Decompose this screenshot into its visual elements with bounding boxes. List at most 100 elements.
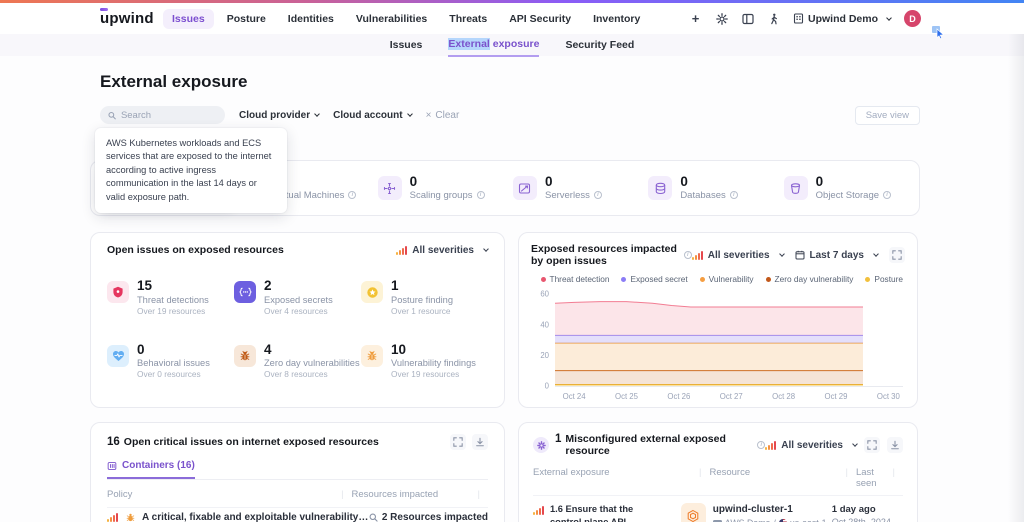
legend-item[interactable]: Zero day vulnerability bbox=[765, 274, 853, 284]
cloud-account-filter[interactable]: Cloud account bbox=[333, 110, 413, 121]
misconfig-row[interactable]: 1.6 Ensure that the control plane API en… bbox=[533, 496, 903, 522]
stat-behavioral-issues[interactable]: 0 Behavioral issues Over 0 resources bbox=[107, 342, 234, 381]
top-navigation-bar: uupwindpwind Issues Posture Identities V… bbox=[0, 3, 1024, 34]
legend-dot bbox=[765, 276, 771, 282]
expand-icon[interactable] bbox=[864, 437, 880, 453]
org-name: Upwind Demo bbox=[808, 12, 878, 25]
x-axis-tick: Oct 25 bbox=[615, 392, 639, 401]
stat-threat-detections[interactable]: 15 Threat detections Over 19 resources bbox=[107, 278, 234, 317]
stacked-area-chart[interactable]: 0 20 40 60 Oct 24 Oct 25 Oct 26 Oct 27 Oct 28 Oct… bbox=[531, 286, 909, 408]
add-icon[interactable]: + bbox=[691, 11, 700, 26]
posture-flower-icon bbox=[533, 437, 549, 453]
card-scaling-groups[interactable]: 0 Scaling groups i bbox=[370, 167, 505, 209]
nav-item-api-security[interactable]: API Security bbox=[509, 12, 572, 25]
filter-bar: Cloud provider Cloud account ×Clear bbox=[100, 106, 459, 124]
time-range-dropdown[interactable]: Last 7 days bbox=[795, 250, 879, 261]
severity-bars-icon bbox=[107, 513, 118, 522]
legend-item[interactable]: Threat detection bbox=[540, 274, 609, 284]
user-avatar[interactable]: D bbox=[904, 10, 921, 27]
card-databases[interactable]: 0 Databases i bbox=[640, 167, 775, 209]
save-view-button[interactable]: Save view bbox=[854, 106, 920, 125]
severity-filter-dropdown[interactable]: All severities bbox=[396, 245, 489, 256]
object-storage-count: 0 bbox=[815, 174, 824, 190]
legend-dot bbox=[621, 276, 627, 282]
download-icon[interactable] bbox=[472, 434, 488, 450]
x-axis-tick: Oct 28 bbox=[772, 392, 795, 401]
area-series-zero-day-vulnerability bbox=[555, 370, 863, 385]
resource-type-tabs: Containers (16) bbox=[107, 460, 488, 480]
chevron-down-icon bbox=[886, 14, 892, 21]
col-resource[interactable]: Resource bbox=[709, 467, 751, 478]
info-icon[interactable]: i bbox=[757, 441, 766, 449]
serverless-count: 0 bbox=[544, 174, 553, 190]
subnav-item-security-feed[interactable]: Security Feed bbox=[565, 38, 635, 51]
nav-item-vulnerabilities[interactable]: Vulnerabilities bbox=[355, 12, 428, 25]
severity-bars-icon bbox=[396, 245, 408, 255]
card-object-storage[interactable]: 0 Object Storage i bbox=[776, 167, 911, 209]
col-last-seen[interactable]: Last seen bbox=[855, 467, 877, 489]
calendar-icon bbox=[795, 250, 805, 260]
severity-bars-icon bbox=[533, 506, 544, 515]
active-tab-suffix: exposure bbox=[492, 37, 540, 50]
legend-item[interactable]: Vulnerability bbox=[699, 274, 754, 284]
databases-count: 0 bbox=[680, 174, 688, 190]
nav-item-issues[interactable]: Issues bbox=[163, 8, 214, 29]
info-icon[interactable]: i bbox=[683, 251, 692, 259]
search-input[interactable] bbox=[120, 109, 217, 121]
gear-icon[interactable] bbox=[715, 12, 728, 25]
clear-filters-button[interactable]: × Clear bbox=[425, 109, 460, 121]
nav-item-inventory[interactable]: Inventory bbox=[593, 12, 641, 25]
resource-name[interactable]: upwind-cluster-1 bbox=[712, 504, 793, 515]
last-seen-absolute: Oct 28th, 2024 20:02 bbox=[832, 516, 903, 522]
card-serverless[interactable]: 0 Serverless i bbox=[505, 167, 640, 209]
side-panel-icon[interactable] bbox=[741, 12, 754, 25]
tab-containers[interactable]: Containers (16) bbox=[107, 460, 195, 479]
walking-person-icon[interactable] bbox=[767, 12, 780, 25]
expand-icon[interactable] bbox=[450, 434, 466, 450]
info-icon[interactable]: i bbox=[593, 191, 602, 200]
org-switcher[interactable]: Upwind Demo bbox=[793, 12, 892, 25]
bug-icon bbox=[125, 512, 136, 522]
expand-icon[interactable] bbox=[889, 247, 905, 263]
bug-icon bbox=[234, 344, 256, 367]
y-axis-tick: 20 bbox=[540, 351, 549, 360]
nav-item-threats[interactable]: Threats bbox=[449, 12, 488, 25]
x-axis-tick: Oct 24 bbox=[563, 392, 587, 401]
chart-severity-filter[interactable]: All severities bbox=[691, 250, 785, 261]
subnav-item-issues[interactable]: Issues bbox=[389, 38, 423, 51]
severity-bars-icon bbox=[691, 250, 703, 260]
line-series-threat-detection bbox=[554, 301, 863, 308]
misconfig-severity-filter[interactable]: All severities bbox=[765, 440, 858, 451]
cloud-provider-filter[interactable]: Cloud provider bbox=[239, 110, 320, 121]
col-resources-impacted[interactable]: Resources impacted bbox=[351, 489, 439, 500]
upwind-logo[interactable]: uupwindpwind bbox=[100, 10, 154, 27]
legend-item[interactable]: Exposed secret bbox=[621, 274, 688, 284]
object-storage-label: Object Storage bbox=[815, 189, 880, 201]
stat-zero-day[interactable]: 4 Zero day vulnerabilities Over 8 resource… bbox=[234, 342, 361, 381]
topbar-actions: + Upwind Demo D bbox=[689, 10, 921, 27]
stat-posture-finding[interactable]: 1 Posture finding Over 1 resource bbox=[361, 278, 488, 317]
critical-issue-row[interactable]: A critical, fixable and exploitable vuln… bbox=[107, 507, 488, 522]
nav-item-posture[interactable]: Posture bbox=[226, 12, 266, 25]
chevron-down-icon bbox=[314, 111, 320, 117]
resources-impacted-link[interactable]: 2 Resources impacted bbox=[369, 512, 488, 522]
nav-item-identities[interactable]: Identities bbox=[287, 12, 334, 25]
chevron-down-icon bbox=[852, 441, 858, 447]
col-external-exposure[interactable]: External exposure bbox=[533, 467, 610, 478]
stat-exposed-secrets[interactable]: 2 Exposed secrets Over 4 resources bbox=[234, 278, 361, 317]
info-icon[interactable]: i bbox=[476, 191, 485, 200]
subnav-item-external-exposure[interactable]: External exposure bbox=[448, 25, 945, 57]
legend-item[interactable]: Posture bbox=[865, 274, 903, 284]
info-icon[interactable]: i bbox=[883, 191, 892, 200]
info-icon[interactable]: i bbox=[729, 191, 738, 200]
col-policy[interactable]: Policy bbox=[107, 489, 133, 500]
info-icon[interactable]: i bbox=[348, 191, 357, 200]
x-icon: × bbox=[425, 109, 432, 121]
stat-vulnerability-findings[interactable]: 10 Vulnerability findings Over 19 resource… bbox=[361, 342, 488, 381]
pointer-cursor-icon bbox=[932, 25, 945, 39]
eks-cluster-icon bbox=[680, 503, 706, 522]
download-icon[interactable] bbox=[887, 437, 903, 453]
misconfig-count: 1 bbox=[555, 433, 562, 445]
aws-account-icon bbox=[712, 519, 722, 522]
secret-brackets-icon bbox=[234, 281, 256, 303]
